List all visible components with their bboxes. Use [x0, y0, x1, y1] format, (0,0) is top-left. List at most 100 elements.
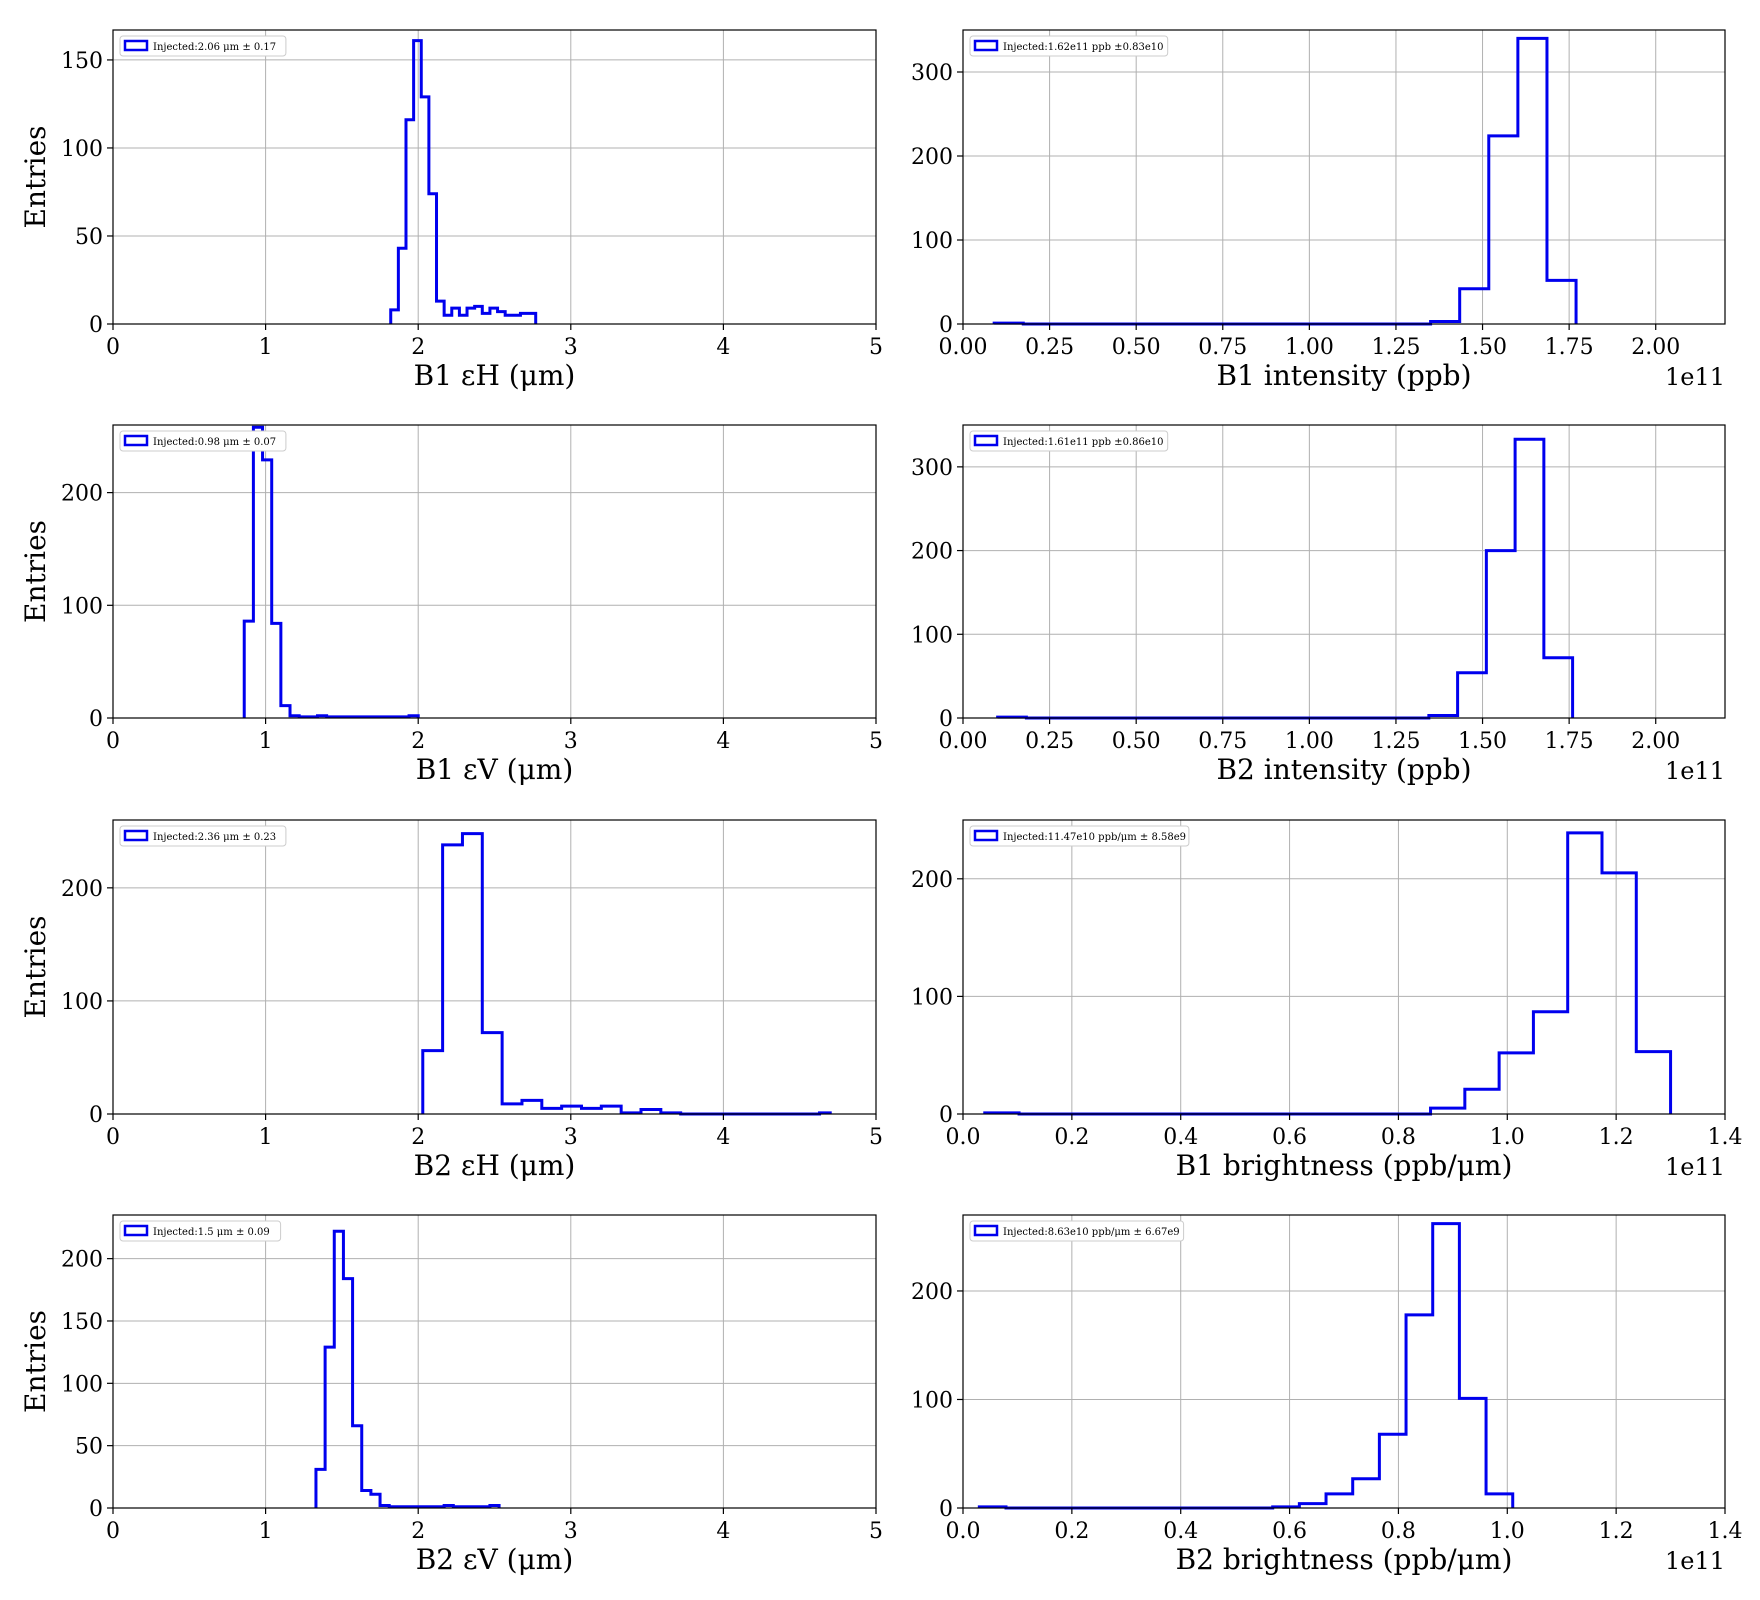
legend-box	[119, 430, 287, 452]
x-tick-label: 0.00	[939, 335, 988, 360]
legend: Injected:1.62e11 ppb ±0.83e10	[969, 35, 1169, 57]
y-tick-label: 200	[61, 877, 103, 902]
x-tick-label: 4	[716, 729, 730, 754]
y-tick-label: 200	[911, 145, 953, 170]
x-tick-label: 0.0	[946, 1125, 981, 1150]
x-axis-title: B1 εH (μm)	[414, 359, 576, 392]
legend-label: Injected:1.5 μm ± 0.09	[153, 1227, 270, 1238]
x-tick-label: 0.50	[1112, 729, 1161, 754]
x-tick-label: 1.4	[1708, 1519, 1743, 1544]
x-tick-label: 0.75	[1198, 335, 1247, 360]
y-tick-label: 100	[61, 137, 103, 162]
legend-swatch	[973, 829, 999, 842]
x-axis-offset-label: 1e11	[1665, 1547, 1725, 1575]
legend-swatch	[123, 39, 149, 52]
x-tick-label: 2	[411, 729, 425, 754]
x-tick-label: 0.0	[946, 1519, 981, 1544]
legend-label: Injected:2.36 μm ± 0.23	[153, 832, 276, 843]
x-tick-label: 2.00	[1631, 729, 1680, 754]
x-tick-label: 5	[869, 1125, 883, 1150]
histogram-step-line	[996, 437, 1575, 720]
y-tick-label: 200	[61, 482, 103, 507]
x-tick-label: 3	[564, 729, 578, 754]
x-tick-label: 0.8	[1381, 1125, 1416, 1150]
x-axis-title: B2 brightness (ppb/μm)	[1176, 1543, 1513, 1576]
x-axis-title: B2 εH (μm)	[414, 1149, 576, 1182]
y-axis-title: Entries	[19, 125, 52, 228]
legend: Injected:8.63e10 ppb/μm ± 6.67e9	[969, 1220, 1185, 1242]
y-tick-label: 100	[61, 594, 103, 619]
x-tick-label: 1.25	[1371, 729, 1420, 754]
x-tick-label: 1	[259, 1519, 273, 1544]
x-tick-label: 0.6	[1272, 1519, 1307, 1544]
y-tick-label: 50	[75, 1435, 103, 1460]
axes-frame	[112, 819, 877, 1115]
x-tick-label: 0	[106, 1125, 120, 1150]
axes-frame	[962, 1214, 1726, 1509]
y-tick-label: 0	[89, 707, 103, 732]
legend-swatch	[123, 1224, 149, 1237]
y-tick-label: 300	[911, 61, 953, 86]
histogram-step-line	[421, 832, 832, 1116]
x-tick-label: 1.00	[1285, 729, 1334, 754]
legend: Injected:1.5 μm ± 0.09	[119, 1220, 282, 1242]
y-tick-label: 0	[939, 313, 953, 338]
x-tick-label: 1.0	[1490, 1125, 1525, 1150]
y-tick-label: 0	[939, 1497, 953, 1522]
legend-swatch	[123, 829, 149, 842]
histogram-step-line	[983, 831, 1673, 1116]
y-tick-label: 200	[61, 1248, 103, 1273]
x-tick-label: 0.75	[1198, 729, 1247, 754]
x-axis-offset-label: 1e11	[1665, 1153, 1725, 1181]
x-tick-label: 0.8	[1381, 1519, 1416, 1544]
legend-swatch	[973, 434, 999, 447]
x-tick-label: 0	[106, 729, 120, 754]
histogram-step-line	[314, 1229, 501, 1509]
x-tick-label: 4	[716, 1125, 730, 1150]
histogram-step-line	[389, 39, 538, 324]
legend-swatch	[973, 1224, 999, 1237]
chart-panel-b2-eh: 0 1 2 3 4 5 0 100 200 B2 εH (μm) Entries Injected:2…	[19, 819, 883, 1182]
x-tick-label: 5	[869, 729, 883, 754]
y-tick-label: 100	[911, 229, 953, 254]
legend-box	[969, 35, 1169, 57]
y-tick-label: 200	[911, 868, 953, 893]
x-axis-title: B2 intensity (ppb)	[1216, 753, 1471, 786]
x-tick-label: 1.50	[1458, 729, 1507, 754]
legend-box	[119, 35, 287, 57]
y-tick-label: 200	[911, 1280, 953, 1305]
chart-panel-b2-intensity: 0.00 0.25 0.50 0.75 1.00 1.25 1.50 1.75 2.00 0 100…	[911, 424, 1726, 786]
chart-panel-b1-intensity: 0.00 0.25 0.50 0.75 1.00 1.25 1.50 1.75 2.00 0 100…	[911, 29, 1726, 392]
axes-frame	[112, 29, 877, 325]
legend-box	[119, 1220, 282, 1242]
legend-swatch	[973, 39, 999, 52]
x-tick-label: 2.00	[1631, 335, 1680, 360]
histogram-step-line	[992, 36, 1578, 326]
x-axis-offset-label: 1e11	[1665, 363, 1725, 391]
x-tick-label: 3	[564, 335, 578, 360]
x-tick-label: 4	[716, 1519, 730, 1544]
legend-box	[969, 430, 1169, 452]
legend-label: Injected:0.98 μm ± 0.07	[153, 437, 276, 448]
legend: Injected:2.36 μm ± 0.23	[119, 825, 287, 847]
x-axis-offset-label: 1e11	[1665, 757, 1725, 785]
x-tick-label: 1	[259, 335, 273, 360]
legend-box	[969, 825, 1190, 847]
y-axis-title: Entries	[19, 915, 52, 1018]
axes-frame	[962, 29, 1726, 325]
y-tick-label: 100	[61, 990, 103, 1015]
x-tick-label: 1.4	[1708, 1125, 1743, 1150]
x-axis-title: B2 εV (μm)	[416, 1543, 574, 1576]
x-axis-title: B1 brightness (ppb/μm)	[1176, 1149, 1513, 1182]
x-tick-label: 0.6	[1272, 1125, 1307, 1150]
y-tick-label: 100	[911, 1388, 953, 1413]
legend: Injected:2.06 μm ± 0.17	[119, 35, 287, 57]
x-tick-label: 0.25	[1025, 729, 1074, 754]
x-tick-label: 5	[869, 335, 883, 360]
x-tick-label: 3	[564, 1519, 578, 1544]
x-tick-label: 3	[564, 1125, 578, 1150]
x-tick-label: 0.4	[1163, 1519, 1198, 1544]
legend: Injected:1.61e11 ppb ±0.86e10	[969, 430, 1169, 452]
